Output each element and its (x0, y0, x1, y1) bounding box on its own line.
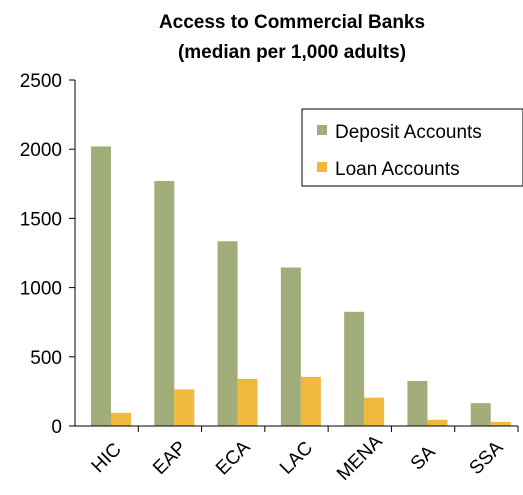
chart-title-line-1: Access to Commercial Banks (159, 12, 425, 33)
bar-loan-eap (174, 389, 195, 426)
x-tick-label: EAP (149, 437, 191, 479)
x-tick-label: SSA (466, 437, 508, 479)
x-tick-label: ECA (212, 437, 255, 480)
bar-loan-hic (111, 412, 131, 426)
x-tick-label: SA (407, 441, 440, 474)
bar-loan-eca (237, 378, 258, 426)
bar-deposit-eca (217, 241, 238, 426)
y-axis: 0 500 1000 1500 2000 2500 (20, 71, 76, 438)
y-tick-label: 2000 (20, 140, 62, 161)
y-tick-label: 2500 (20, 71, 62, 92)
bar-loan-sa (427, 419, 448, 426)
legend-box (301, 108, 523, 187)
bar-loan-mena (364, 397, 385, 426)
legend-label-deposit: Deposit Accounts (335, 122, 482, 143)
y-tick-label: 1500 (20, 209, 62, 230)
bar-deposit-sa (407, 381, 428, 426)
legend-label-loan: Loan Accounts (335, 159, 460, 180)
bar-loan-lac (300, 376, 321, 426)
bar-deposit-mena (344, 311, 365, 426)
bar-deposit-eap (154, 181, 175, 426)
x-tick-label: LAC (276, 438, 317, 479)
chart-title-line-2: (median per 1,000 adults) (178, 42, 406, 63)
legend-swatch-deposit (317, 125, 327, 135)
legend: Deposit Accounts Loan Accounts (301, 108, 523, 187)
bar-deposit-lac (280, 267, 301, 426)
bar-deposit-ssa (470, 403, 491, 426)
x-tick-label: MENA (333, 431, 387, 485)
bar-loan-ssa (490, 421, 511, 426)
legend-swatch-loan (317, 162, 327, 172)
x-axis: HIC EAP ECA LAC MENA SA SSA (75, 425, 519, 485)
y-tick-label: 500 (30, 348, 62, 369)
bar-deposit-hic (91, 146, 111, 426)
y-tick-label: 0 (51, 417, 62, 438)
plot-area (91, 146, 511, 426)
x-tick-label: HIC (88, 439, 126, 477)
y-tick-label: 1000 (20, 279, 62, 300)
